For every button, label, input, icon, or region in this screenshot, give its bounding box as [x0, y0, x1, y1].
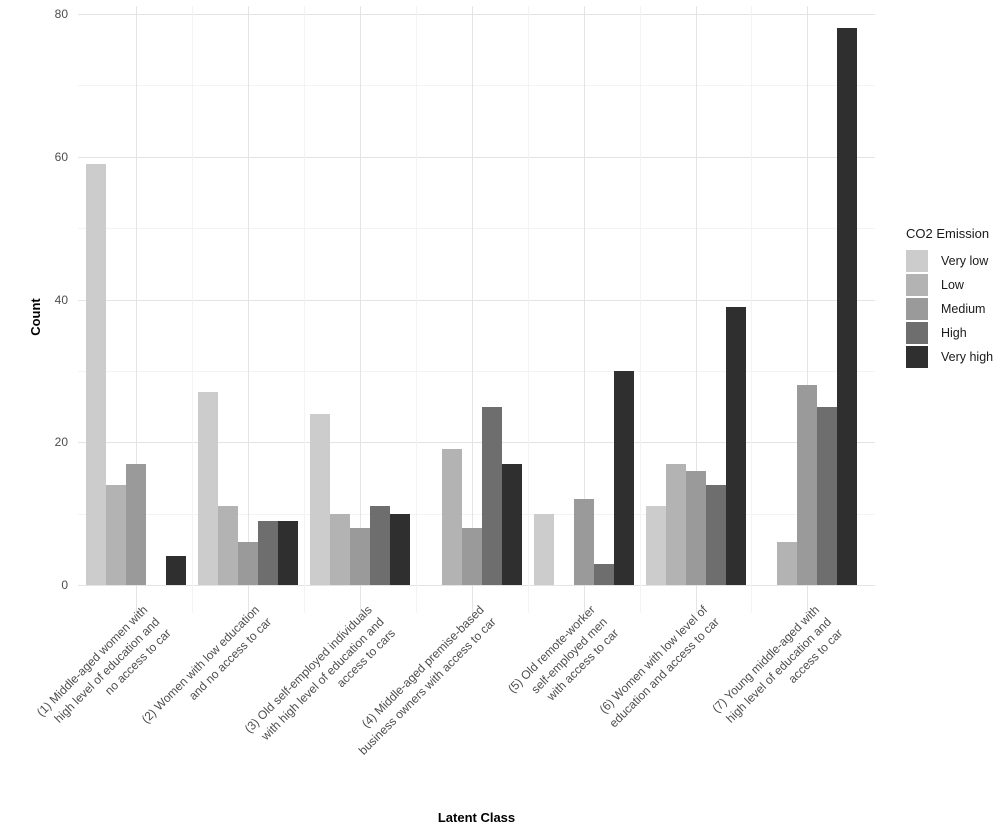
legend-item-medium: Medium: [906, 298, 993, 320]
bar-class3-medium: [349, 527, 370, 585]
gridline-major-x-6: [695, 6, 697, 613]
bar-class3-high: [369, 506, 390, 585]
bar-class2-low: [217, 506, 238, 585]
legend-item-label: Low: [941, 278, 964, 292]
legend-item-label: High: [941, 326, 967, 340]
x-tick-label-line: high level of education and: [722, 614, 834, 726]
gridline-major-x-2: [247, 6, 249, 613]
gridline-major-y-0: [78, 585, 875, 586]
bar-class6-medium: [685, 470, 706, 585]
gridline-minor-x-4: [639, 6, 641, 613]
gridline-minor-y-70: [78, 85, 875, 87]
x-axis-title: Latent Class: [437, 810, 516, 825]
gridline-minor-x-5: [751, 6, 753, 613]
gridline-minor-y-10: [78, 513, 875, 515]
gridline-major-y-60: [78, 156, 875, 158]
bar-class2-very-low: [197, 392, 218, 585]
legend-item-very-high: Very high: [906, 346, 993, 368]
y-tick-label-20: 20: [54, 435, 68, 450]
gridline-minor-x-3: [527, 6, 529, 613]
bar-class1-medium: [126, 463, 146, 585]
bar-class1-very-low: [86, 163, 106, 585]
bar-class7-very-high: [837, 28, 858, 585]
x-tick-label-class6: (6) Women with low level of education and…: [594, 602, 723, 731]
gridline-minor-x-1: [303, 6, 305, 613]
bar-class4-low: [441, 449, 462, 585]
legend-item-very-low: Very low: [906, 250, 993, 272]
legend-item-label: Very high: [941, 350, 994, 364]
legend-key-swatch: [906, 298, 928, 320]
bar-class7-medium: [797, 385, 818, 585]
legend-key-swatch: [906, 274, 928, 296]
legend-item-high: High: [906, 322, 993, 344]
gridline-minor-x-0: [191, 6, 193, 613]
legend-key-swatch: [906, 346, 928, 368]
bar-class4-very-high: [501, 463, 522, 585]
plot-panel: [78, 6, 875, 613]
gridline-major-x-3: [359, 6, 361, 613]
bar-class3-very-low: [309, 413, 330, 585]
gridline-major-y-40: [78, 299, 875, 301]
legend-item-low: Low: [906, 274, 993, 296]
bar-class4-medium: [461, 527, 482, 585]
legend: CO2 Emission Very low Low Medium High Very h…: [906, 226, 993, 370]
gridline-major-x-4: [471, 6, 473, 613]
legend-item-label: Very low: [941, 254, 989, 268]
bar-class5-medium: [573, 499, 594, 585]
bar-class6-high: [705, 485, 726, 585]
gridline-major-x-1: [136, 6, 137, 613]
bar-class5-very-high: [613, 370, 634, 585]
y-axis-title-wrap: Count: [27, 217, 43, 417]
bar-class1-very-high: [166, 556, 186, 585]
bar-class2-very-high: [277, 520, 298, 585]
y-tick-label-60: 60: [54, 149, 68, 164]
y-tick-label-0: 0: [61, 578, 68, 592]
x-tick-label-line: (6) Women with low level of: [596, 602, 711, 717]
bar-class3-very-high: [389, 513, 410, 585]
bar-class7-low: [777, 542, 798, 585]
y-tick-label-80: 80: [54, 7, 68, 21]
legend-title: CO2 Emission: [906, 226, 990, 241]
legend-key-swatch: [906, 322, 928, 344]
y-axis-title: Count: [28, 298, 43, 336]
bar-class4-high: [481, 406, 502, 585]
gridline-major-x-7: [807, 6, 809, 613]
gridline-major-y-80: [78, 14, 875, 15]
bar-class5-very-low: [533, 513, 554, 585]
bar-class5-high: [593, 563, 614, 585]
gridline-major-y-20: [78, 442, 875, 444]
legend-items: Very low Low Medium High Very high: [906, 250, 993, 368]
bar-class6-low: [665, 463, 686, 585]
bar-class7-high: [817, 406, 838, 585]
y-tick-label-40: 40: [54, 292, 68, 307]
bar-class1-low: [106, 485, 126, 585]
bar-class6-very-low: [645, 506, 666, 585]
x-tick-label-line: education and access to car: [606, 614, 722, 730]
gridline-minor-x-2: [415, 6, 417, 613]
gridline-major-x-5: [583, 6, 585, 613]
bar-class2-high: [257, 520, 278, 585]
x-tick-label-class7: (7) Young middle-aged with high level of …: [709, 602, 847, 740]
gridline-minor-y-30: [78, 370, 875, 372]
gridline-minor-y-50: [78, 228, 875, 230]
legend-key-swatch: [906, 250, 928, 272]
legend-item-label: Medium: [941, 302, 986, 316]
bar-class3-low: [329, 513, 350, 585]
bar-class2-medium: [237, 542, 258, 585]
bar-class6-very-high: [725, 306, 746, 585]
